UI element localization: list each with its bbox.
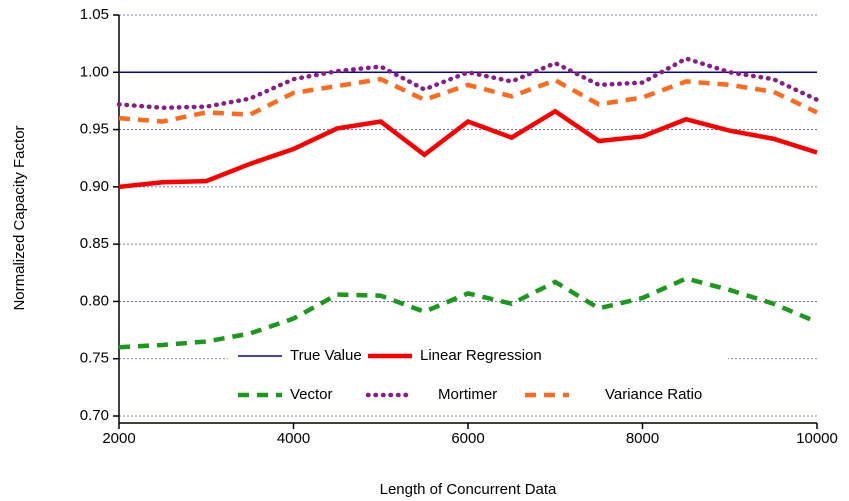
- y-tick-label: 1.05: [80, 6, 109, 23]
- y-tick-label: 0.95: [80, 121, 109, 138]
- x-tick-label: 6000: [451, 430, 484, 447]
- x-tick-label: 8000: [626, 430, 659, 447]
- x-tick-label: 2000: [102, 430, 135, 447]
- y-tick-label: 0.75: [80, 350, 109, 367]
- x-tick-label: 4000: [277, 430, 310, 447]
- series-line: [118, 276, 818, 350]
- y-tick-label: 0.80: [80, 292, 109, 309]
- series-line: [118, 76, 818, 124]
- legend-label: True Value: [290, 347, 362, 364]
- legend-label: Linear Regression: [420, 347, 542, 364]
- x-tick-label: 10000: [796, 430, 838, 447]
- legend-label: Vector: [290, 386, 333, 403]
- y-tick-label: 1.00: [80, 63, 109, 80]
- legend-label: Mortimer: [438, 386, 497, 403]
- series-line: [118, 108, 818, 190]
- x-axis-label: Length of Concurrent Data: [380, 481, 557, 498]
- legend-label: Variance Ratio: [605, 386, 702, 403]
- y-tick-label: 0.70: [80, 407, 109, 424]
- y-tick-label: 0.85: [80, 235, 109, 252]
- legend-box: [228, 340, 728, 412]
- series-line: [116, 56, 820, 111]
- y-tick-label: 0.90: [80, 178, 109, 195]
- y-axis-label: Normalized Capacity Factor: [11, 125, 28, 310]
